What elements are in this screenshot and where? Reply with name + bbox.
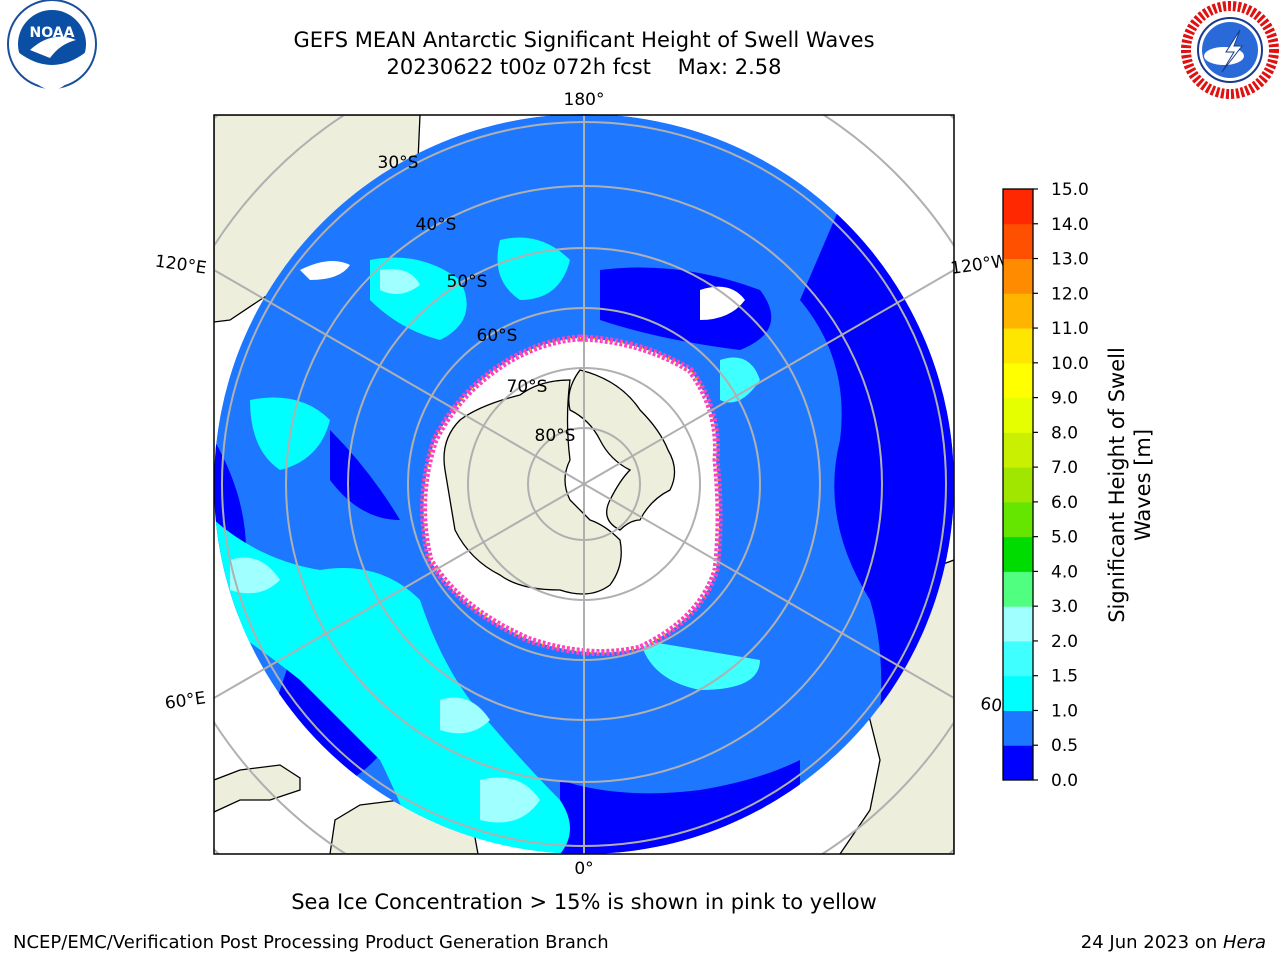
sea-ice-note: Sea Ice Concentration > 15% is shown in … [291, 890, 877, 914]
footer-date: 24 Jun 2023 on Hera [1081, 932, 1266, 953]
lon-label-120w: 120°W [949, 251, 1009, 279]
colorbar-segment [1003, 710, 1033, 746]
lon-label-120e: 120°E [154, 252, 208, 279]
colorbar: 0.0 0.5 1.0 1.5 2.0 3.0 4.0 5.0 6.0 7.0 8.0 9.0 10.0… [1002, 180, 1089, 791]
colorbar-tick-label: 1.0 [1051, 701, 1078, 721]
antarctica-land [443, 369, 676, 595]
footer-date-text: 24 Jun 2023 on [1080, 932, 1223, 953]
colorbar-segment [1003, 258, 1033, 294]
colorbar-segment [1003, 640, 1033, 677]
colorbar-segment [1003, 571, 1033, 607]
lat-label-40s: 40°S [416, 215, 457, 235]
lat-label-60s: 60°S [477, 326, 518, 346]
colorbar-segment [1003, 501, 1033, 538]
colorbar-segment [1003, 189, 1033, 225]
colorbar-segment [1003, 467, 1033, 503]
colorbar-tick-label: 15.0 [1051, 180, 1089, 200]
colorbar-label-line2: Waves [m] [1131, 429, 1155, 541]
lat-label-70s: 70°S [507, 377, 548, 397]
noaa-logo-text: NOAA [30, 25, 75, 41]
lat-label-80s: 80°S [535, 426, 576, 446]
max-value: Max: 2.58 [677, 55, 782, 79]
colorbar-tick-label: 2.0 [1051, 632, 1078, 652]
colorbar-segment [1003, 536, 1033, 572]
colorbar-tick-label: 11.0 [1051, 319, 1089, 339]
colorbar-segment [1003, 745, 1033, 781]
colorbar-segment [1003, 362, 1033, 399]
lon-label-0: 0° [574, 859, 593, 879]
colorbar-tick-label: 9.0 [1051, 389, 1078, 409]
colorbar-tick-label: 13.0 [1051, 250, 1089, 270]
colorbar-tick-label: 8.0 [1051, 423, 1078, 443]
chart-subtitle: 20230622 t00z 072h fcst Max: 2.58 [184, 54, 984, 80]
noaa-logo: NOAA [7, 0, 97, 90]
lat-label-30s: 30°S [378, 153, 419, 173]
colorbar-tick-label: 10.0 [1051, 354, 1089, 374]
colorbar-segment [1003, 432, 1033, 468]
colorbar-tick-label: 5.0 [1051, 528, 1078, 548]
colorbar-frame [1002, 188, 1034, 781]
colorbar-tick-label: 4.0 [1051, 562, 1078, 582]
lat-label-50s: 50°S [447, 272, 488, 292]
colorbar-tick-label: 7.0 [1051, 458, 1078, 478]
colorbar-segment [1003, 397, 1033, 433]
colorbar-tick-label: 0.0 [1051, 771, 1078, 791]
colorbar-segment [1003, 293, 1033, 329]
colorbar-label-line1: Significant Height of Swell [1105, 347, 1129, 623]
footer-host: Hera [1222, 932, 1266, 953]
colorbar-tick-label: 1.5 [1051, 667, 1078, 687]
graticule [213, 115, 955, 854]
colorbar-tick-label: 3.0 [1051, 597, 1078, 617]
forecast-time: 20230622 t00z 072h fcst [386, 55, 651, 79]
map-frame [213, 114, 955, 855]
colorbar-tick-label: 12.0 [1051, 284, 1089, 304]
lon-label-180: 180° [564, 90, 605, 110]
colorbar-tick-label: 6.0 [1051, 493, 1078, 513]
africa-land [214, 764, 301, 813]
colorbar-tick-label: 14.0 [1051, 215, 1089, 235]
lon-label-60e: 60°E [164, 688, 207, 713]
footer-credit: NCEP/EMC/Verification Post Processing Pr… [13, 932, 609, 953]
chart-title: GEFS MEAN Antarctic Significant Height o… [293, 28, 875, 52]
colorbar-segment [1003, 675, 1033, 711]
nws-logo [1181, 1, 1279, 99]
colorbar-segment [1003, 606, 1033, 642]
colorbar-segment [1003, 223, 1033, 260]
colorbar-segment [1003, 328, 1033, 364]
colorbar-tick-label: 0.5 [1051, 736, 1078, 756]
